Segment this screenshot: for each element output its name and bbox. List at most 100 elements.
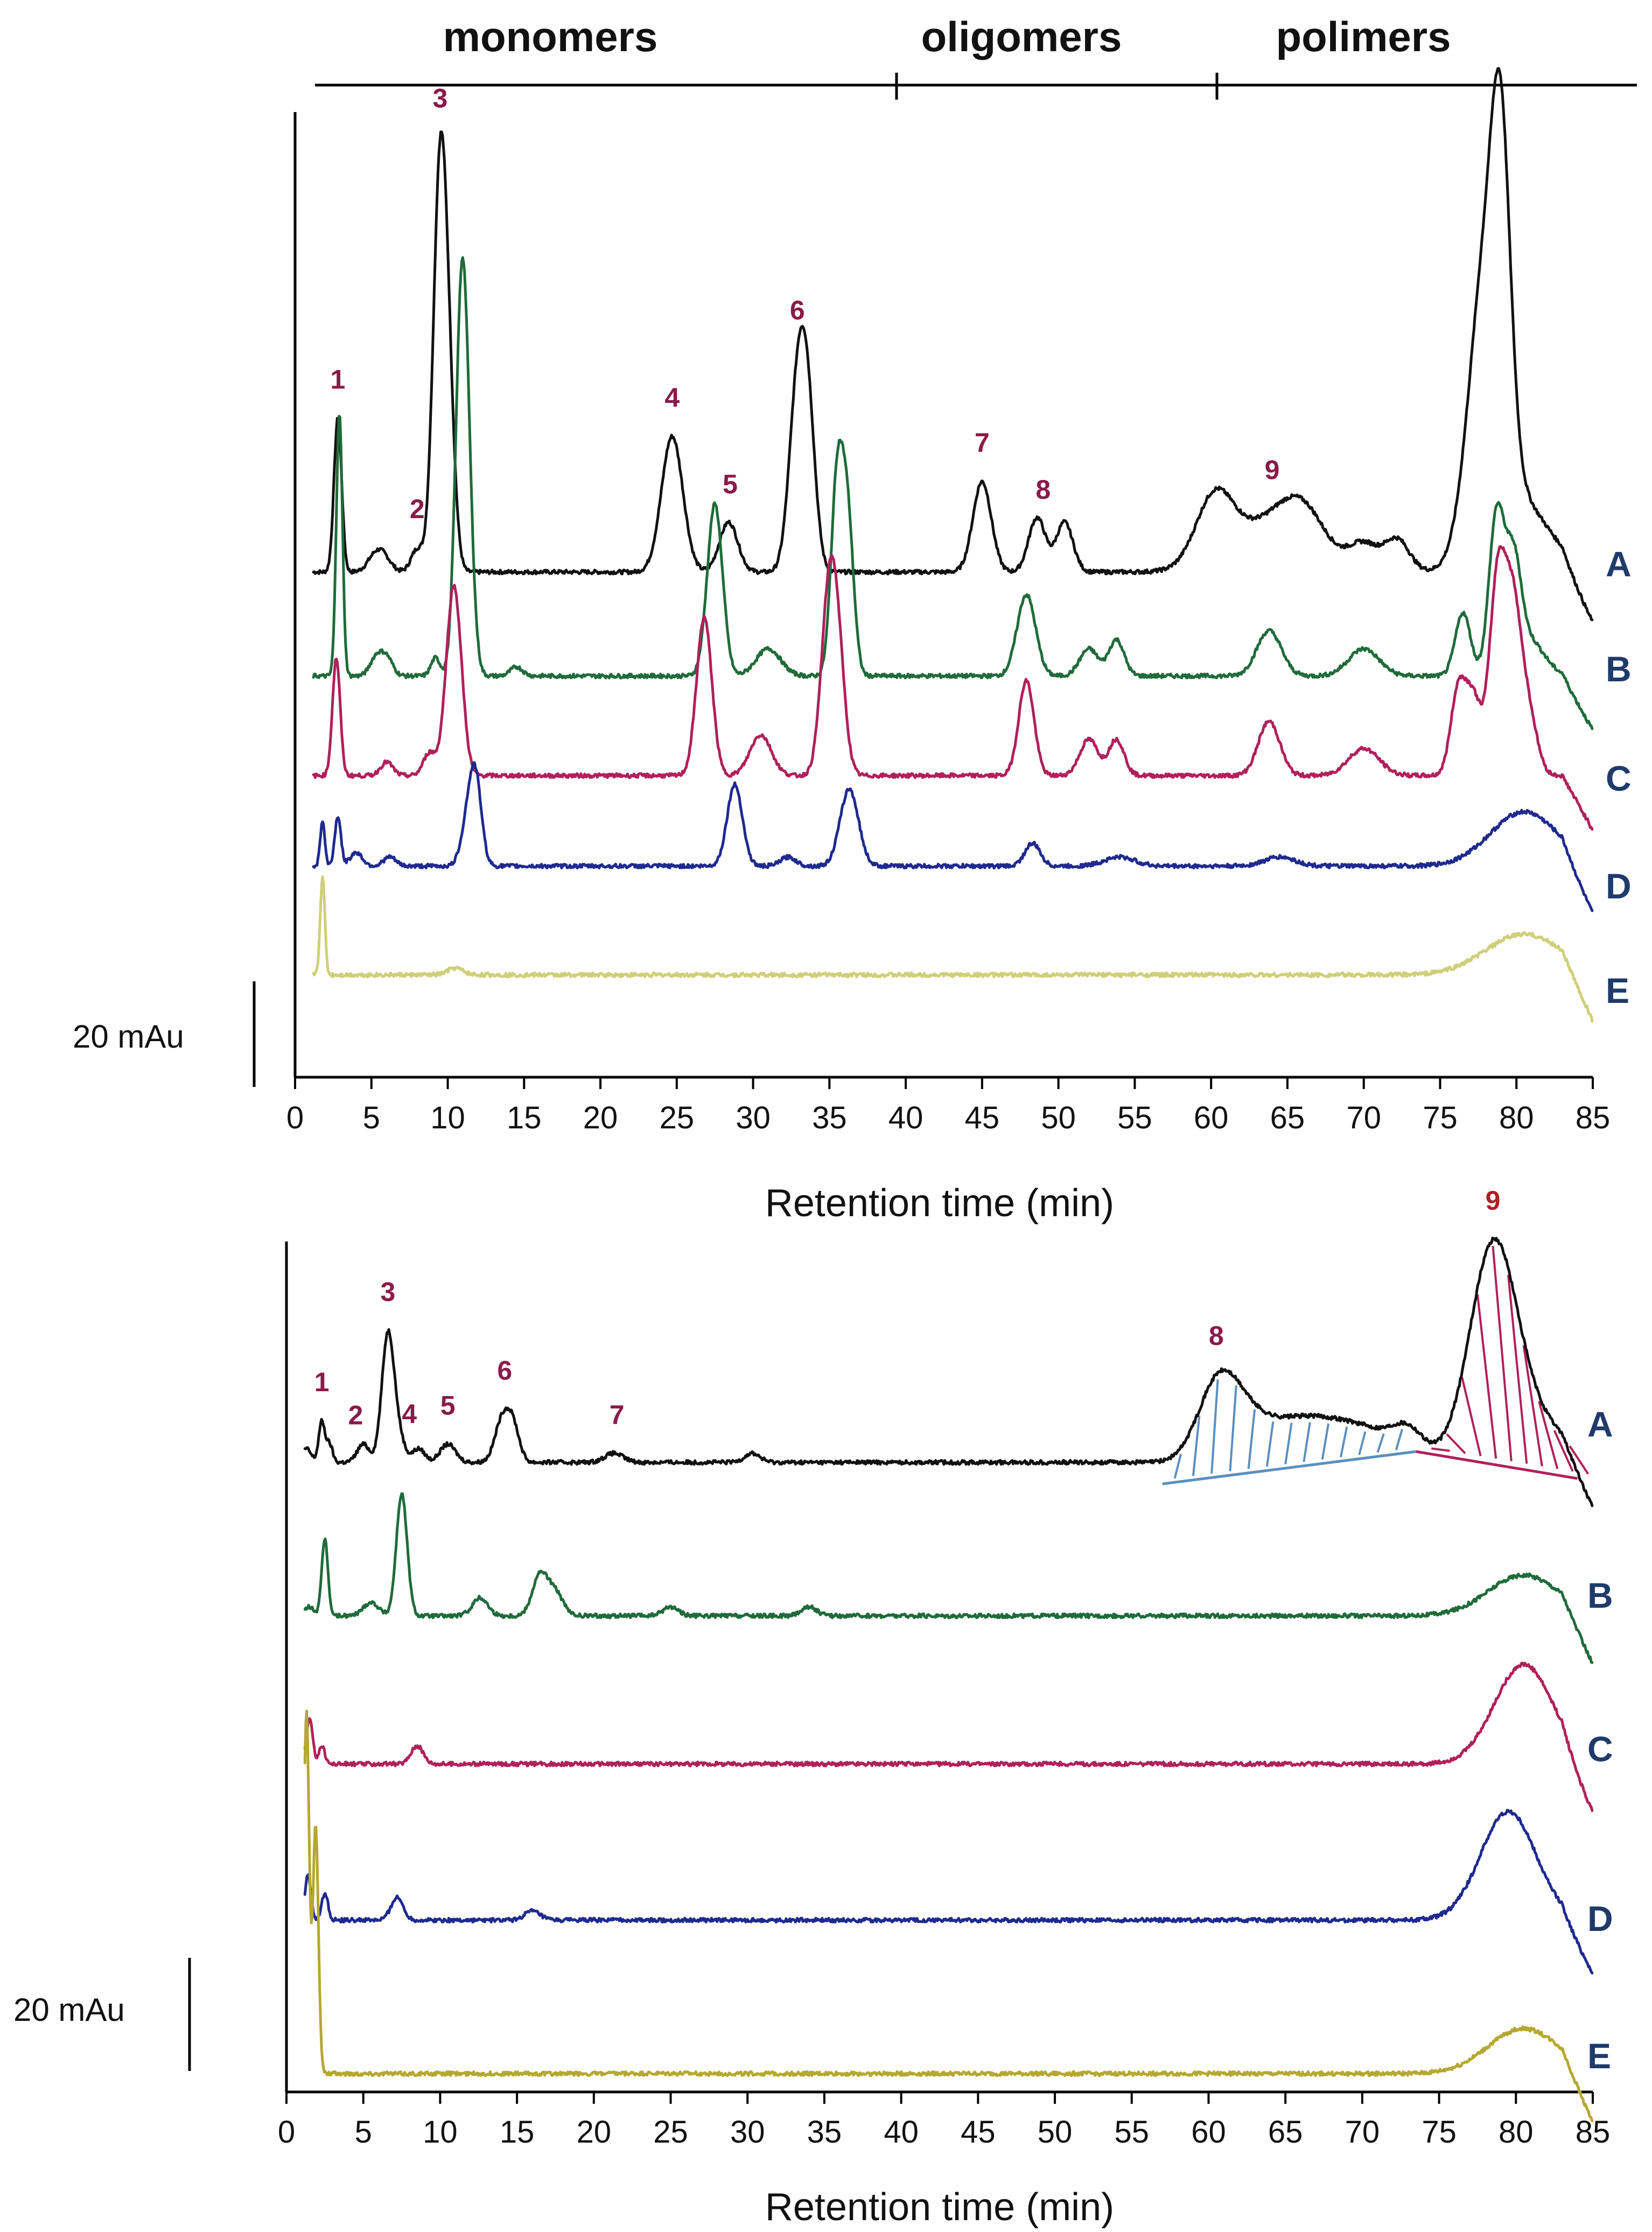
hatch-9-hatch-line xyxy=(1553,1430,1574,1472)
hatch-area-peak-9 xyxy=(1416,1245,1590,1480)
top-x-tick-label: 10 xyxy=(430,1100,465,1135)
bottom-peak-label-4: 4 xyxy=(402,1399,417,1429)
bottom-peak-label-7: 7 xyxy=(610,1400,625,1430)
top-scale-label: 20 mAu xyxy=(73,1019,184,1055)
top-x-tick-label: 40 xyxy=(888,1100,923,1135)
bottom-x-tick-label: 35 xyxy=(807,2115,842,2150)
top-trace-label-d: D xyxy=(1606,866,1632,906)
hatch-8-hatch-line xyxy=(1303,1422,1311,1462)
hatch-8-hatch-line xyxy=(1229,1385,1237,1471)
bottom-x-tick-label: 0 xyxy=(278,2115,295,2150)
hatch-9-baseline xyxy=(1416,1450,1578,1480)
hatch-area-peak-8 xyxy=(1162,1379,1417,1485)
top-x-tick-label: 0 xyxy=(286,1100,304,1135)
hatch-8-hatch-line xyxy=(1395,1428,1404,1450)
hatch-8-hatch-line xyxy=(1358,1431,1367,1455)
top-peak-label-9: 9 xyxy=(1265,455,1280,485)
top-trace-labels: A B C D E xyxy=(1606,544,1632,1010)
bottom-trace-c xyxy=(303,1662,1594,1812)
hatch-8-hatch-line xyxy=(1265,1421,1275,1467)
hatch-8-baseline xyxy=(1162,1450,1417,1485)
bottom-x-tick-label: 10 xyxy=(423,2115,458,2150)
bottom-peak-label-1: 1 xyxy=(314,1367,330,1397)
bottom-trace-d xyxy=(303,1809,1594,1975)
top-x-tick-label: 45 xyxy=(965,1100,1000,1135)
top-trace-b xyxy=(312,256,1594,730)
top-peak-label-3: 3 xyxy=(432,83,447,114)
hatch-9-hatch-line xyxy=(1538,1401,1559,1469)
bottom-trace-e xyxy=(303,1709,1594,2123)
hatch-8-hatch-line xyxy=(1376,1433,1385,1453)
top-x-tick-label: 55 xyxy=(1117,1100,1152,1135)
top-x-tick-label: 20 xyxy=(583,1100,618,1135)
bottom-peak-label-8: 8 xyxy=(1209,1321,1224,1351)
top-trace-label-e: E xyxy=(1606,971,1629,1010)
bottom-x-tick-label: 50 xyxy=(1038,2115,1073,2150)
bottom-peak-label-9: 9 xyxy=(1486,1185,1501,1216)
top-x-tick-label: 80 xyxy=(1499,1100,1534,1135)
hatch-9-hatch-line xyxy=(1476,1294,1497,1459)
bottom-x-tick-label: 60 xyxy=(1191,2115,1226,2150)
top-peak-label-4: 4 xyxy=(664,382,680,413)
top-peak-label-5: 5 xyxy=(723,469,738,499)
hatch-8-hatch-line xyxy=(1284,1422,1293,1464)
hatch-8-hatch-line xyxy=(1339,1426,1348,1457)
region-header: monomers oligomers polimers xyxy=(315,13,1637,100)
hatch-9-hatch-line xyxy=(1461,1377,1482,1456)
bottom-peak-label-3: 3 xyxy=(380,1277,395,1307)
top-x-tick-label: 35 xyxy=(812,1100,847,1135)
bottom-x-tick-label: 40 xyxy=(884,2115,919,2150)
top-trace-label-c: C xyxy=(1606,758,1632,798)
top-peak-label-7: 7 xyxy=(975,428,990,458)
bottom-x-tick-label: 15 xyxy=(500,2115,535,2150)
hatch-9-hatch-line xyxy=(1492,1245,1513,1461)
top-x-tick-label: 85 xyxy=(1576,1100,1611,1135)
top-x-axis-title: Retention time (min) xyxy=(765,1182,1114,1225)
hatch-9-hatch-line xyxy=(1569,1445,1590,1475)
hatch-8-hatch-line xyxy=(1192,1415,1201,1476)
top-x-tick-label: 70 xyxy=(1346,1100,1381,1135)
bottom-trace-labels: A B C D E xyxy=(1587,1404,1613,2076)
top-trace-a xyxy=(312,67,1594,622)
bottom-x-tick-label: 80 xyxy=(1499,2115,1534,2150)
top-panel: 0 5 10 15 20 25 30 35 40 45 50 55 60 65 70 75 80 85 12345… xyxy=(73,0,1632,1225)
top-x-tick-label: 30 xyxy=(736,1100,771,1135)
bottom-x-ticks: 0 5 10 15 20 25 30 35 40 45 50 55 60 65 70 75 80 85 xyxy=(278,2092,1610,2150)
top-trace-e xyxy=(312,875,1594,1023)
top-trace-d xyxy=(312,761,1594,912)
bottom-peak-label-5: 5 xyxy=(440,1390,456,1420)
bottom-scale-label: 20 mAu xyxy=(13,1992,125,2028)
hatch-8-hatch-line xyxy=(1173,1454,1182,1479)
top-peak-label-8: 8 xyxy=(1035,475,1051,505)
bottom-peak-label-2: 2 xyxy=(348,1400,363,1431)
hatch-8-hatch-line xyxy=(1210,1379,1219,1474)
top-x-tick-label: 65 xyxy=(1270,1100,1305,1135)
bottom-trace-b xyxy=(303,1492,1594,1664)
hatch-8-hatch-line xyxy=(1321,1423,1330,1460)
bottom-trace-label-d: D xyxy=(1587,1899,1613,1938)
hatch-9-hatch-line xyxy=(1522,1345,1543,1467)
hatched-integration-areas xyxy=(1162,1245,1590,1485)
bottom-x-tick-label: 30 xyxy=(730,2115,765,2150)
hatch-9-hatch-line xyxy=(1446,1433,1466,1454)
region-label-monomers: monomers xyxy=(443,13,658,60)
top-x-tick-label: 50 xyxy=(1041,1100,1076,1135)
top-trace-label-a: A xyxy=(1606,544,1632,584)
top-traces xyxy=(312,67,1594,1023)
bottom-trace-a xyxy=(303,1236,1594,1508)
hatch-9-hatch-line xyxy=(1507,1274,1528,1464)
top-trace-c xyxy=(312,545,1594,831)
top-x-ticks: 0 5 10 15 20 25 30 35 40 45 50 55 60 65 70 75 80 85 xyxy=(286,1077,1610,1135)
bottom-x-tick-label: 55 xyxy=(1115,2115,1150,2150)
top-peak-label-10: 10 xyxy=(1486,0,1516,3)
bottom-x-tick-label: 20 xyxy=(577,2115,612,2150)
hatch-8-hatch-line xyxy=(1247,1409,1256,1469)
top-peak-label-2: 2 xyxy=(410,494,425,524)
top-x-tick-label: 25 xyxy=(660,1100,695,1135)
bottom-x-tick-label: 65 xyxy=(1268,2115,1303,2150)
bottom-x-tick-label: 5 xyxy=(355,2115,372,2150)
hatch-9-hatch-line xyxy=(1431,1447,1450,1452)
bottom-peak-labels: 12 3 4 5 6 7 8 9 xyxy=(314,1185,1501,1430)
